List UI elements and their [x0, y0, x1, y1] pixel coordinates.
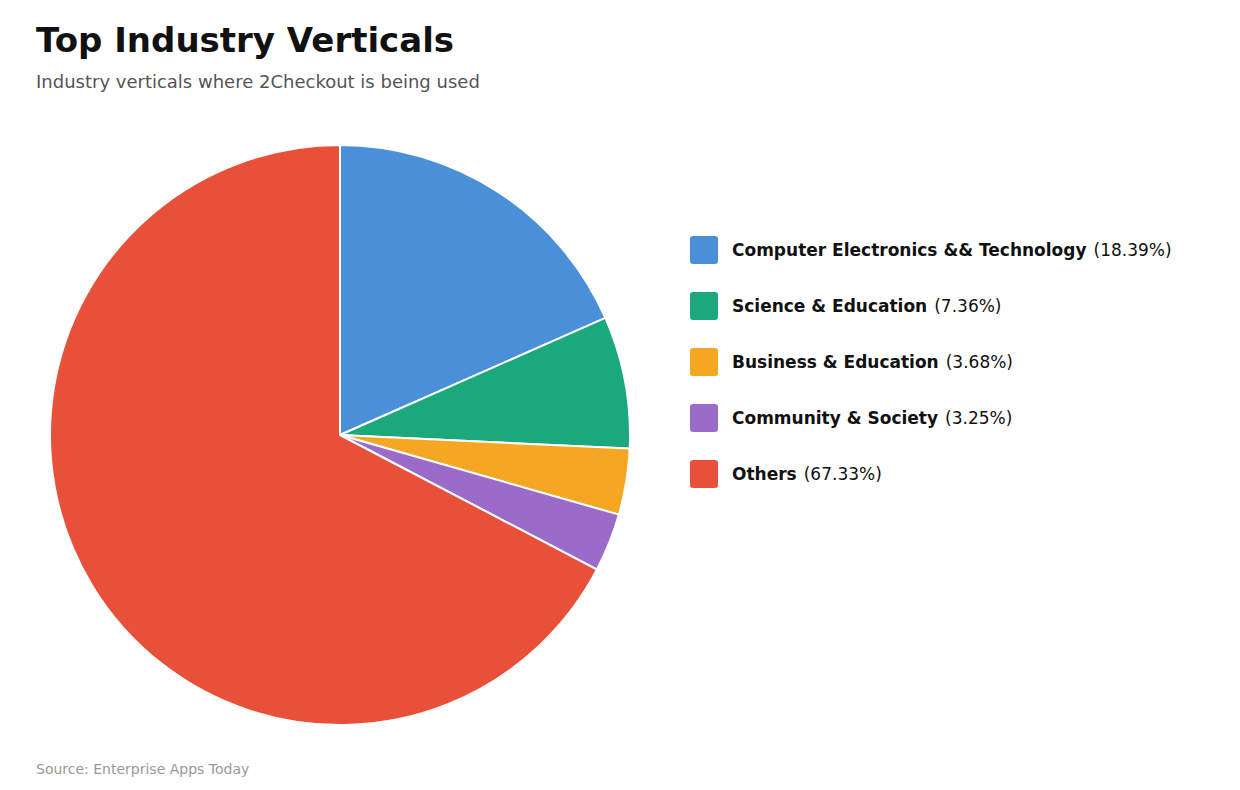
pie-slice [340, 318, 630, 449]
legend-swatch [690, 460, 718, 488]
legend-entry: Computer Electronics && Technology (18.39… [732, 240, 1172, 260]
pie-slice [50, 145, 597, 725]
legend-label: Computer Electronics && Technology [732, 240, 1087, 260]
legend-value: (18.39%) [1094, 240, 1172, 260]
legend-entry: Science & Education (7.36%) [732, 296, 1002, 316]
legend-label: Science & Education [732, 296, 927, 316]
chart-container: Top Industry Verticals Industry verticals… [0, 0, 1240, 790]
legend: Computer Electronics && Technology (18.39… [690, 236, 1172, 488]
title: Top Industry Verticals [36, 20, 454, 60]
legend-entry: Community & Society (3.25%) [732, 408, 1012, 428]
legend-swatch [690, 348, 718, 376]
pie [50, 145, 630, 725]
legend-value: (67.33%) [804, 464, 882, 484]
legend-entry: Business & Education (3.68%) [732, 352, 1013, 372]
legend-entry: Others (67.33%) [732, 464, 882, 484]
source: Source: Enterprise Apps Today [36, 761, 249, 777]
legend-swatch [690, 292, 718, 320]
legend-swatch [690, 236, 718, 264]
legend-swatch [690, 404, 718, 432]
legend-value: (3.25%) [945, 408, 1012, 428]
legend-label: Business & Education [732, 352, 939, 372]
legend-value: (3.68%) [946, 352, 1013, 372]
background [0, 0, 1240, 790]
chart-svg: Top Industry Verticals Industry verticals… [0, 0, 1240, 790]
subtitle: Industry verticals where 2Checkout is be… [36, 71, 480, 92]
legend-value: (7.36%) [934, 296, 1001, 316]
legend-label: Others [732, 464, 797, 484]
legend-label: Community & Society [732, 408, 938, 428]
